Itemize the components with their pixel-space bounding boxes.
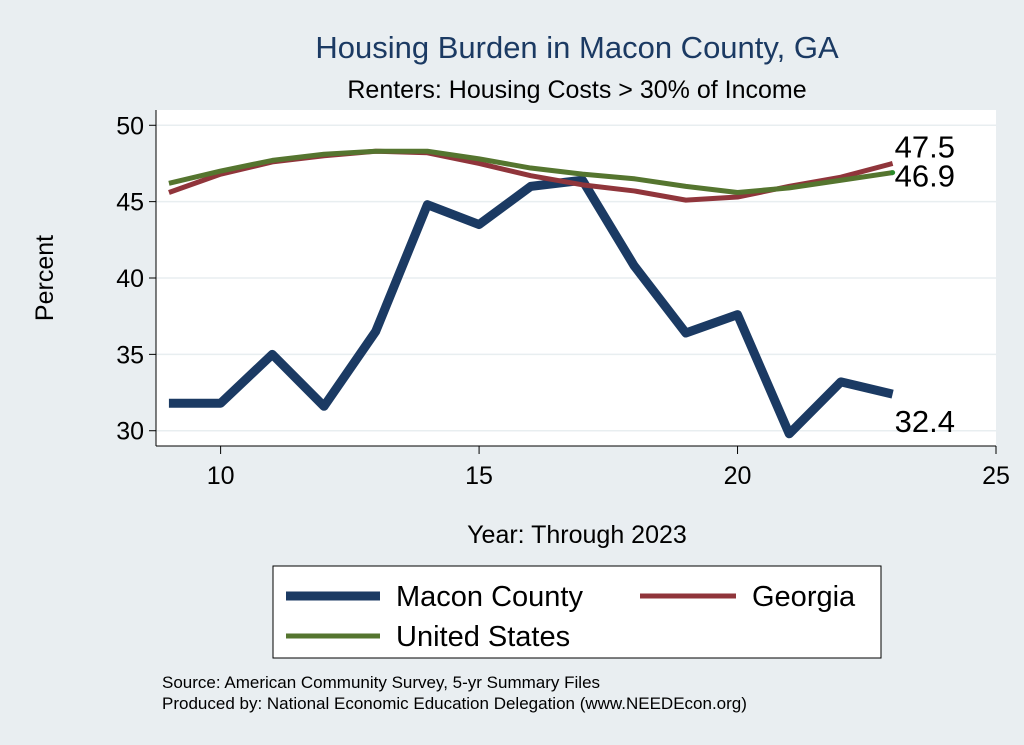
x-tick-label: 15: [465, 462, 493, 490]
end-labels: 32.4 47.546.9: [895, 129, 955, 439]
y-axis-label: Percent: [31, 235, 59, 321]
y-axis: 30 35 40 45 50: [116, 110, 157, 446]
legend-label-macon-county: Macon County: [396, 581, 583, 613]
produced-note: Produced by: National Economic Education…: [162, 694, 747, 713]
series-end-point-united-states: [890, 170, 896, 176]
end-label-georgia: 47.5: [895, 129, 955, 164]
legend: Macon County Georgia United States: [272, 565, 882, 659]
source-note: Source: American Community Survey, 5-yr …: [162, 673, 600, 692]
series-line-united-states: [168, 148, 893, 195]
legend-box: [272, 565, 882, 659]
y-tick-label: 45: [116, 189, 144, 217]
end-label-united-states: 46.9: [895, 159, 955, 194]
y-tick-label: 30: [116, 418, 144, 446]
chart-title: Housing Burden in Macon County, GA: [315, 30, 839, 65]
chart-subtitle: Renters: Housing Costs > 30% of Income: [347, 76, 806, 104]
x-axis-label: Year: Through 2023: [467, 521, 687, 549]
gridlines: [156, 124, 996, 432]
series-lines: [168, 148, 896, 439]
legend-label-united-states: United States: [396, 621, 570, 653]
x-tick-label: 10: [207, 462, 235, 490]
y-tick-label: 50: [116, 112, 144, 140]
end-label-macon-county: 32.4: [895, 404, 955, 439]
x-axis: 10 15 20 25: [156, 445, 1010, 490]
x-tick-label: 20: [724, 462, 752, 490]
y-tick-label: 40: [116, 265, 144, 293]
legend-label-georgia: Georgia: [752, 581, 856, 613]
series-line-macon-county: [168, 175, 894, 439]
x-tick-label: 25: [982, 462, 1010, 490]
y-tick-label: 35: [116, 341, 144, 369]
